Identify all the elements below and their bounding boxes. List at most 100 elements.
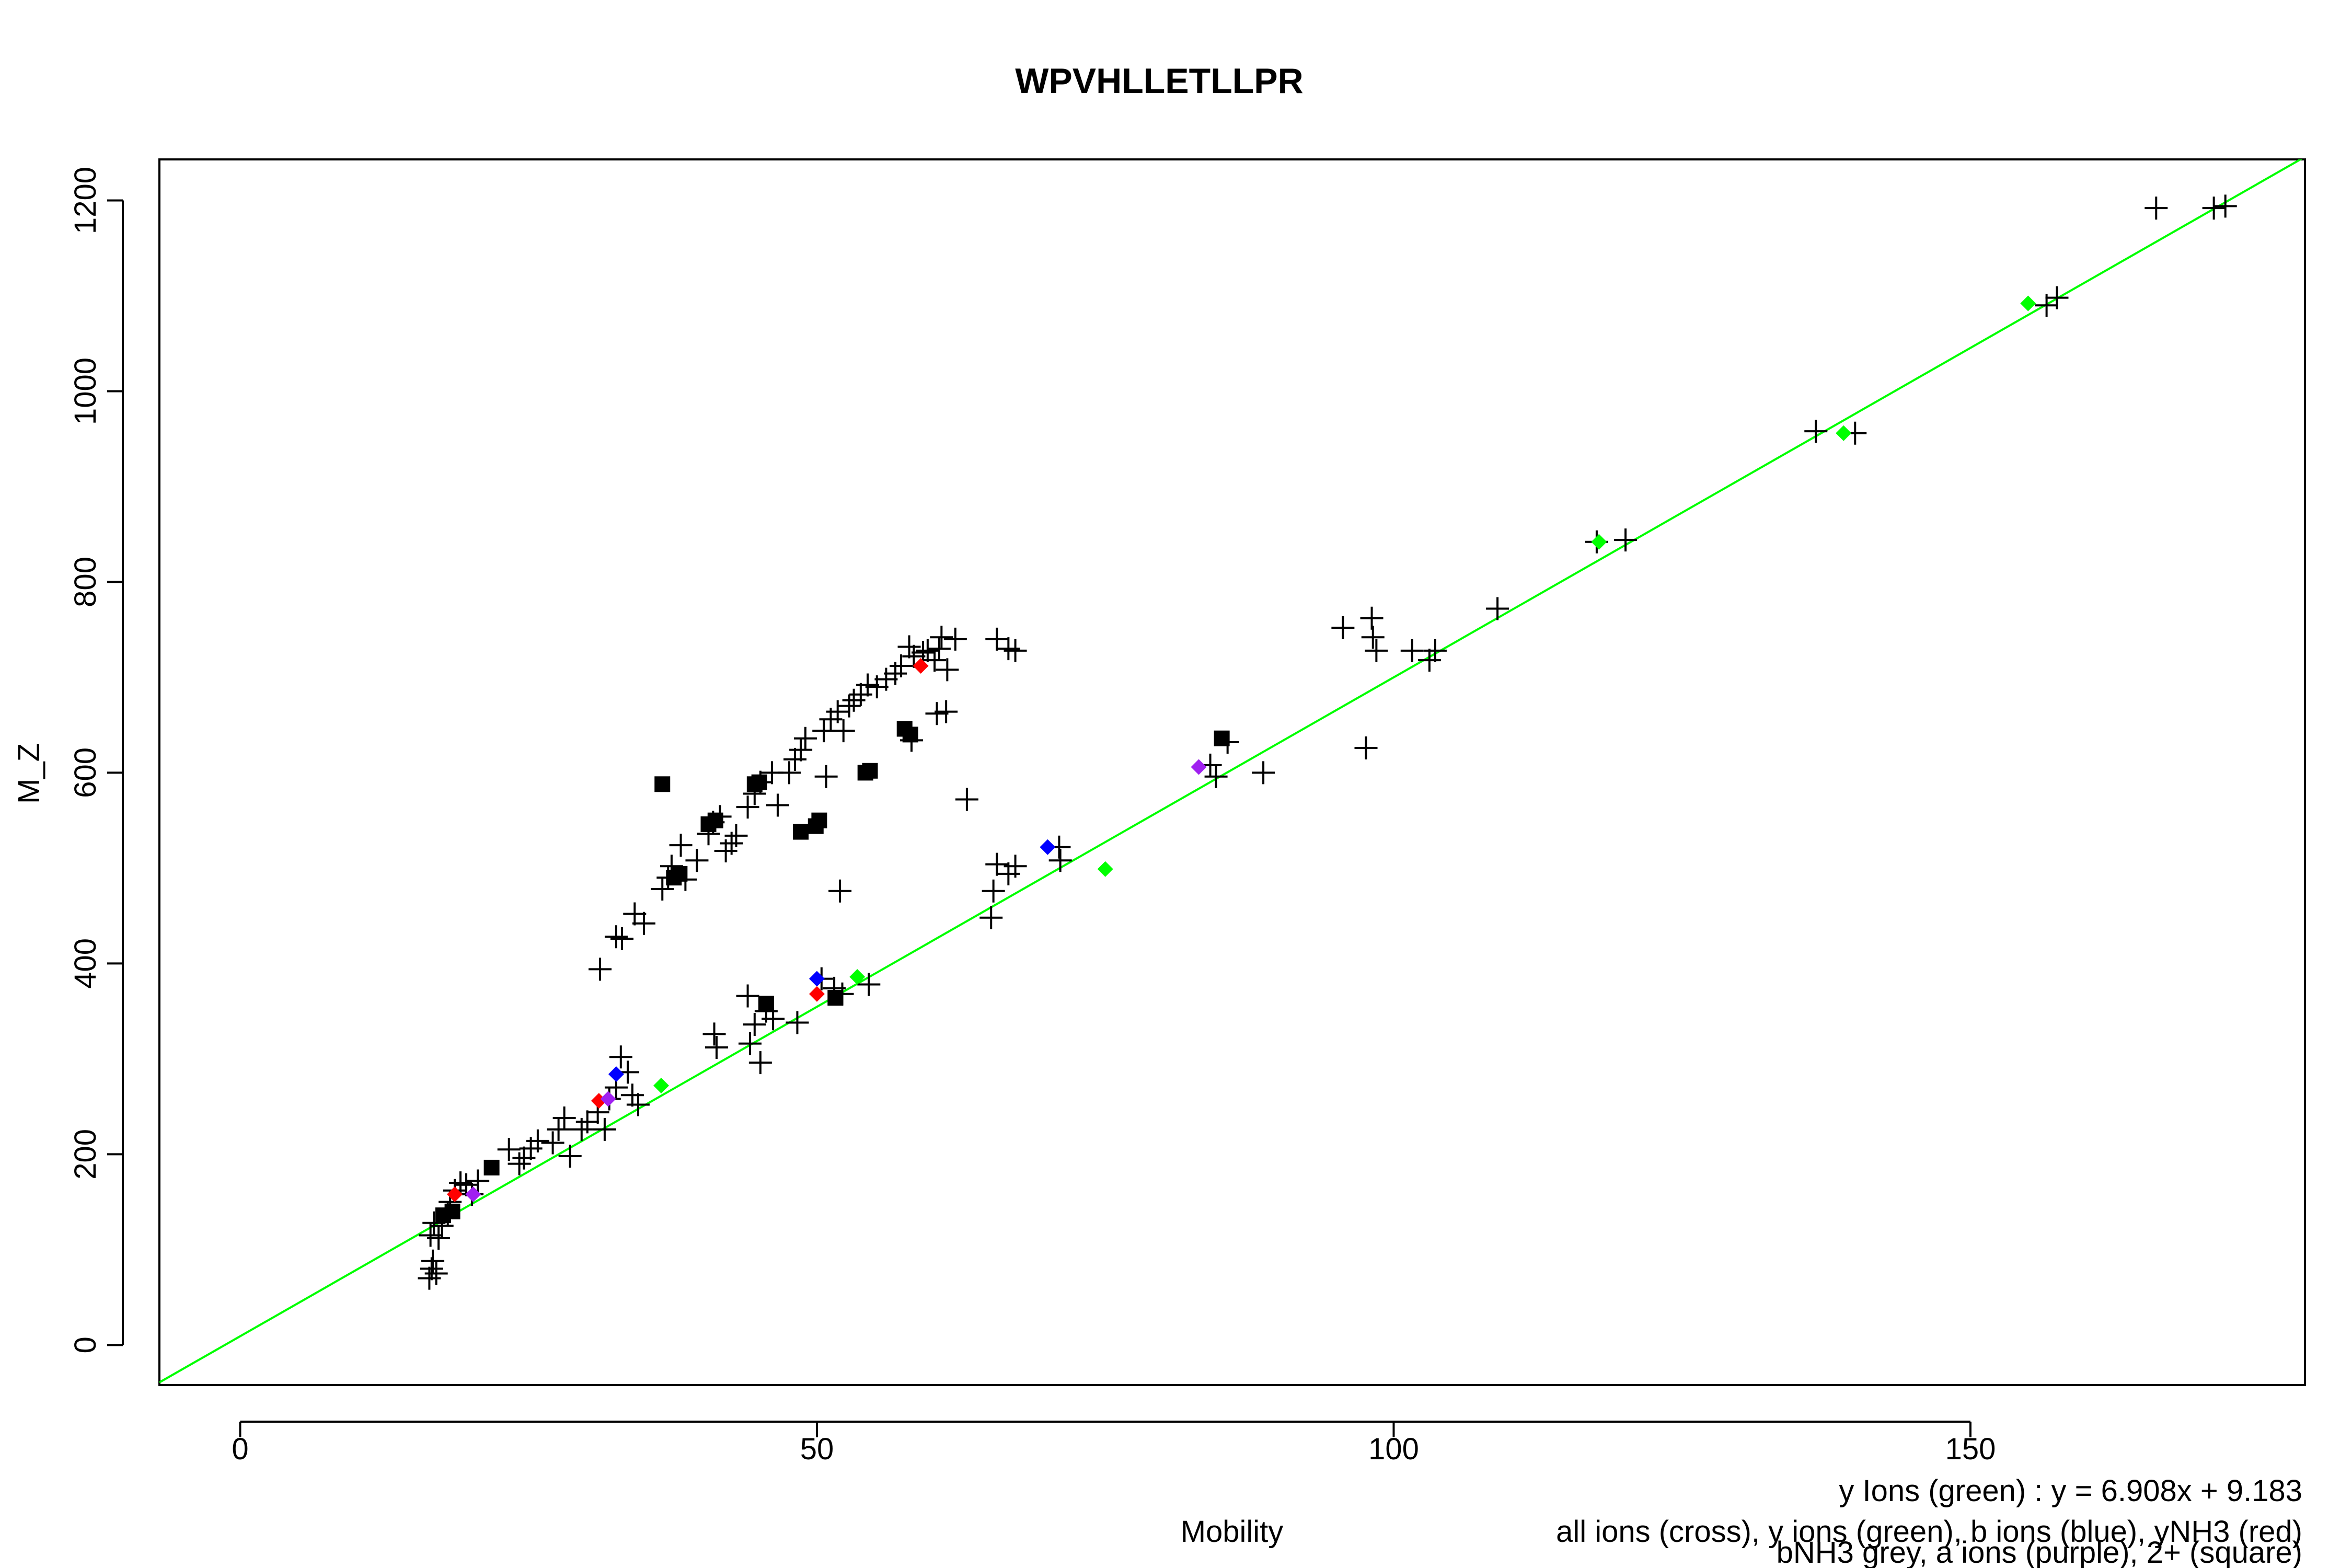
data-point-cross (575, 1110, 599, 1134)
data-point-diamond (913, 658, 929, 674)
data-point-cross (2213, 194, 2237, 218)
data-point-diamond (653, 1077, 670, 1093)
data-point-square (672, 866, 688, 882)
data-point-cross (669, 834, 693, 857)
data-point-square (793, 824, 809, 840)
fit-line (159, 159, 2303, 1383)
data-point-cross (890, 654, 913, 678)
data-point-cross (2202, 197, 2226, 220)
data-point-cross (738, 1032, 762, 1055)
data-point-cross (916, 639, 939, 662)
y-tick-label: 1000 (68, 358, 102, 425)
data-point-cross (997, 637, 1020, 661)
data-point-cross (508, 1152, 531, 1175)
data-point-square (483, 1159, 500, 1175)
data-layer (159, 159, 2303, 1383)
y-tick-label: 400 (68, 938, 102, 989)
data-point-cross (610, 927, 633, 950)
data-point-cross (651, 878, 674, 901)
x-axis: 0 50 100 150 (232, 1421, 1996, 1466)
data-point-diamond (1191, 759, 1207, 775)
data-point-cross (985, 852, 1009, 876)
data-point-cross (547, 1117, 570, 1141)
data-point-diamond (2020, 295, 2036, 312)
data-point-cross (702, 1022, 726, 1046)
data-point-cross (736, 795, 759, 819)
data-point-cross (455, 1173, 478, 1196)
y-tick-label: 600 (68, 747, 102, 798)
data-point-diamond (849, 969, 866, 985)
data-point-cross (793, 727, 817, 750)
x-tick-label: 100 (1368, 1432, 1419, 1466)
data-point-cross (1331, 616, 1355, 640)
data-point-cross (2045, 286, 2069, 309)
data-point-cross (736, 984, 759, 1008)
data-point-cross (826, 700, 849, 723)
data-point-cross (1361, 626, 1385, 649)
data-point-cross (552, 1106, 576, 1130)
data-point-cross (1004, 855, 1027, 878)
data-point-diamond (1591, 534, 1607, 550)
data-point-cross (1400, 639, 1424, 662)
data-point-square (654, 776, 671, 792)
data-point-square (862, 763, 878, 779)
data-point-cross (789, 738, 813, 762)
data-point-cross (449, 1171, 472, 1195)
x-axis-label: Mobility (1181, 1515, 1284, 1549)
data-point-diamond (465, 1186, 481, 1203)
data-point-cross (609, 1045, 632, 1069)
fit-line-equation: y Ions (green) : y = 6.908x + 9.183 (1839, 1474, 2302, 1508)
data-point-cross (620, 1083, 644, 1107)
data-point-cross (912, 641, 935, 664)
data-point-cross (925, 702, 949, 725)
data-point-cross (943, 627, 967, 651)
data-point-cross (857, 973, 881, 996)
data-point-cross (1365, 639, 1388, 662)
y-axis: 0 200 400 600 800 1000 1200 (68, 167, 124, 1353)
series-a (465, 759, 1207, 1203)
data-point-square (707, 812, 723, 828)
data-point-cross (786, 1011, 809, 1034)
data-point-cross (1004, 639, 1027, 662)
data-point-cross (748, 1051, 772, 1075)
data-point-cross (828, 879, 852, 903)
data-point-square (811, 812, 827, 828)
data-point-cross (927, 637, 951, 661)
data-point-cross (2145, 197, 2168, 220)
y-tick-label: 1200 (68, 167, 102, 234)
data-point-cross (724, 824, 748, 847)
data-point-cross (1486, 597, 1509, 620)
data-point-diamond (608, 1066, 624, 1082)
series-all (418, 194, 2237, 1290)
data-point-square (1214, 730, 1230, 746)
y-axis-label: M_Z (12, 743, 46, 804)
series-2 (435, 721, 1230, 1224)
data-point-diamond (1040, 839, 1056, 855)
data-point-cross (466, 1169, 490, 1193)
data-point-cross (1204, 765, 1228, 788)
data-point-diamond (446, 1186, 463, 1203)
data-point-cross (593, 1117, 616, 1141)
data-point-diamond (600, 1091, 616, 1107)
data-point-cross (1354, 736, 1378, 759)
data-point-square (751, 774, 767, 790)
data-point-diamond (1097, 861, 1113, 877)
data-point-cross (982, 879, 1005, 903)
data-point-square (902, 727, 918, 743)
data-point-diamond (809, 971, 825, 987)
series-b (608, 839, 1056, 1082)
data-point-cross (1252, 761, 1275, 785)
data-point-cross (1048, 849, 1072, 872)
data-point-square (444, 1203, 460, 1219)
data-point-cross (985, 627, 1009, 651)
data-point-cross (923, 649, 947, 672)
data-point-cross (497, 1138, 521, 1161)
series-y (653, 295, 2036, 1093)
data-point-cross (589, 958, 612, 981)
x-tick-label: 150 (1945, 1432, 1996, 1466)
data-point-cross (705, 1035, 728, 1059)
y-tick-label: 800 (68, 557, 102, 607)
data-point-cross (623, 902, 647, 926)
data-point-cross (814, 765, 838, 788)
